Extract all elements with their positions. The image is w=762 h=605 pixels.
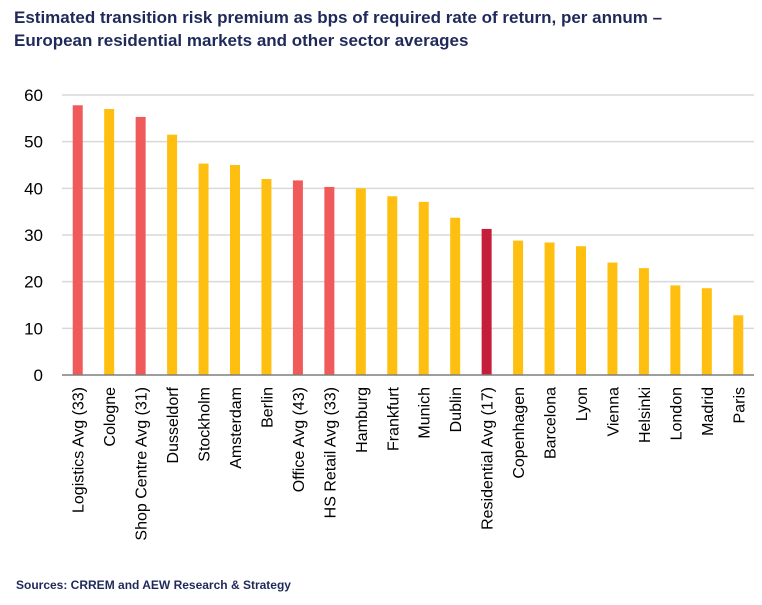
bar bbox=[638, 268, 649, 375]
bars bbox=[72, 105, 744, 376]
x-category-label: Logistics Avg (33) bbox=[71, 387, 88, 513]
y-tick-label: 0 bbox=[34, 366, 43, 385]
bar bbox=[701, 288, 712, 375]
x-category-label: Dublin bbox=[448, 387, 465, 432]
x-category-label: HS Retail Avg (33) bbox=[322, 387, 339, 518]
bar bbox=[607, 262, 618, 375]
x-category-label: Cologne bbox=[102, 387, 119, 447]
x-category-label: Berlin bbox=[259, 387, 276, 428]
x-category-label: Frankfurt bbox=[385, 386, 402, 451]
x-category-label: London bbox=[668, 387, 685, 440]
y-tick-label: 30 bbox=[24, 226, 43, 245]
y-tick-labels: 0 10 20 30 40 50 60 bbox=[24, 86, 43, 385]
bar bbox=[450, 217, 461, 375]
x-category-label: Madrid bbox=[700, 387, 717, 436]
y-tick-label: 10 bbox=[24, 319, 43, 338]
y-tick-label: 40 bbox=[24, 179, 43, 198]
chart-subtitle: European residential markets and other s… bbox=[14, 31, 469, 50]
bar bbox=[576, 246, 586, 375]
bar bbox=[355, 188, 366, 375]
bar bbox=[198, 163, 209, 375]
x-category-label: Shop Centre Avg (31) bbox=[134, 387, 151, 541]
x-category-label: Vienna bbox=[605, 387, 622, 437]
bar bbox=[324, 186, 335, 375]
x-category-label: Lyon bbox=[574, 387, 591, 421]
x-category-label: Copenhagen bbox=[511, 387, 528, 479]
bar bbox=[670, 285, 681, 375]
x-category-label: Helsinki bbox=[637, 387, 654, 443]
bar bbox=[481, 228, 492, 375]
x-category-label: Office Avg (43) bbox=[291, 387, 308, 492]
bar bbox=[104, 109, 115, 375]
gridlines bbox=[62, 94, 754, 330]
bar bbox=[292, 180, 303, 375]
bar bbox=[733, 315, 744, 375]
source-note: Sources: CRREM and AEW Research & Strate… bbox=[16, 578, 291, 592]
bar bbox=[135, 116, 146, 375]
bar bbox=[387, 196, 398, 375]
bar bbox=[544, 242, 555, 375]
y-tick-label: 20 bbox=[24, 273, 43, 292]
bar bbox=[513, 240, 524, 375]
bar bbox=[72, 105, 83, 376]
y-tick-label: 50 bbox=[24, 133, 43, 152]
bar bbox=[230, 165, 240, 375]
chart-title: Estimated transition risk premium as bps… bbox=[14, 6, 754, 52]
x-category-label: Munich bbox=[417, 387, 434, 439]
x-category-label: Amsterdam bbox=[228, 387, 245, 469]
y-tick-label: 60 bbox=[24, 86, 43, 105]
bar bbox=[418, 201, 429, 375]
x-category-label: Barcelona bbox=[543, 387, 560, 459]
bar bbox=[167, 134, 178, 375]
x-category-labels: Logistics Avg (33) Cologne Shop Centre Avg… bbox=[71, 386, 749, 540]
bar bbox=[261, 179, 272, 375]
x-category-label: Paris bbox=[731, 387, 748, 423]
x-category-label: Stockholm bbox=[197, 387, 214, 462]
chart-title-line-1: Estimated transition risk premium as bps… bbox=[14, 8, 663, 27]
x-category-label: Dusseldorf bbox=[165, 386, 182, 463]
x-category-label: Hamburg bbox=[354, 387, 371, 453]
x-category-label: Residential Avg (17) bbox=[480, 387, 497, 530]
